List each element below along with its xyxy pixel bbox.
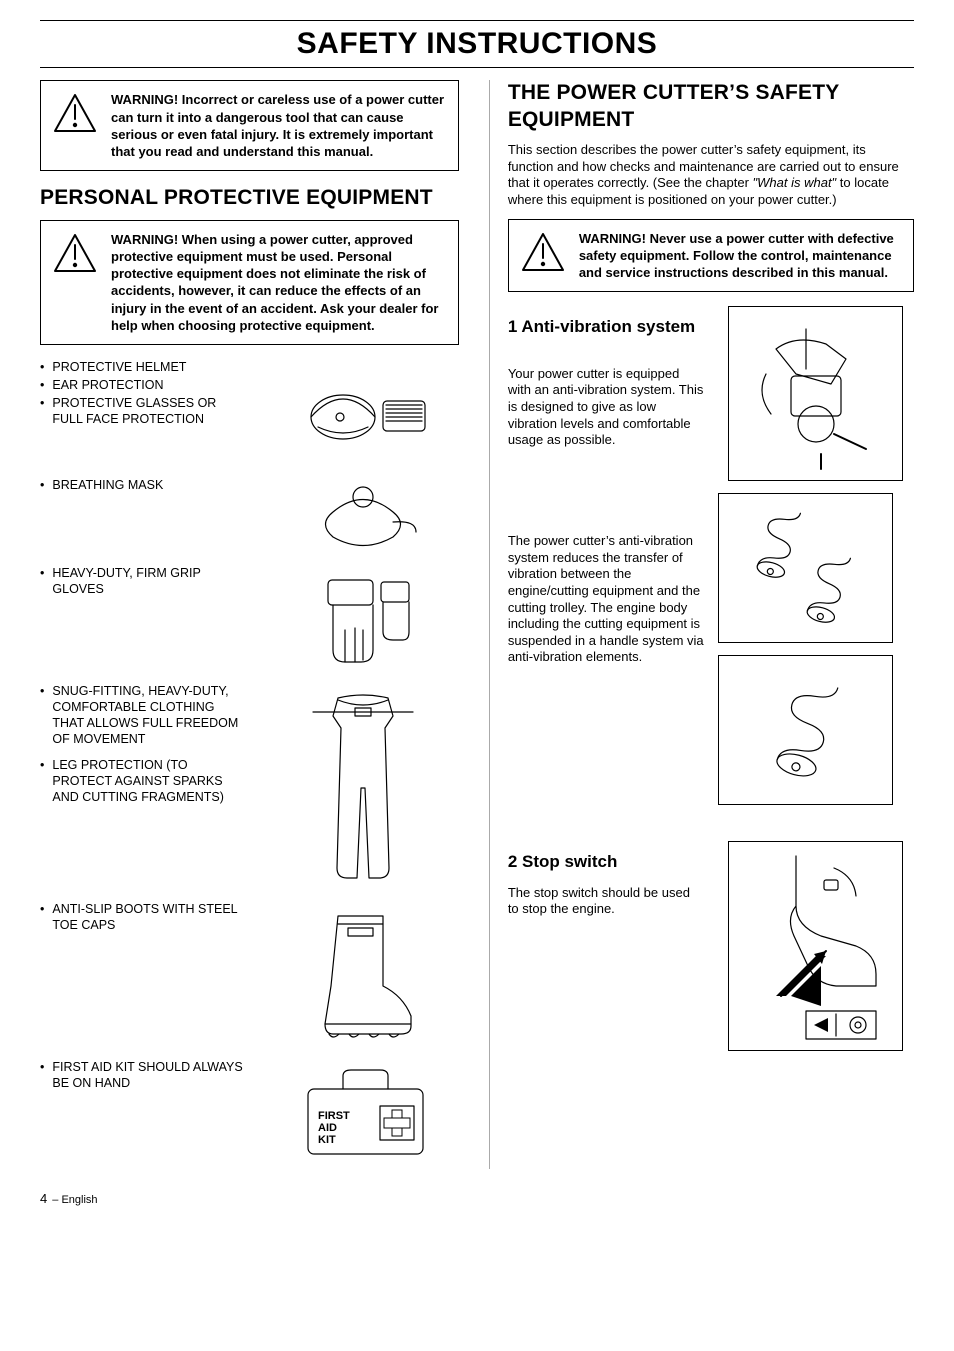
ppe-label: EAR PROTECTION [52, 377, 163, 393]
ppe-label: FIRST AID KIT SHOULD ALWAYS BE ON HAND [52, 1059, 248, 1091]
antivibration-p1: Your power cutter is equipped with an an… [508, 366, 704, 449]
ppe-item-head: •PROTECTIVE HELMET •EAR PROTECTION •PROT… [40, 359, 459, 469]
illustration-boots [283, 901, 443, 1051]
warning-icon [51, 231, 99, 280]
left-column: WARNING! Incorrect or careless use of a … [40, 80, 465, 1168]
safety-equipment-heading: THE POWER CUTTER’S SAFETY EQUIPMENT [508, 80, 914, 134]
ppe-item-firstaid: •FIRST AID KIT SHOULD ALWAYS BE ON HAND … [40, 1059, 459, 1169]
illustration-stopswitch [728, 841, 903, 1051]
antivibration-p2: The power cutter’s anti-vibration system… [508, 533, 704, 666]
ppe-label: HEAVY-DUTY, FIRM GRIP GLOVES [52, 565, 248, 597]
ppe-item-boots: •ANTI-SLIP BOOTS WITH STEEL TOE CAPS [40, 901, 459, 1051]
warning-box-general: WARNING! Incorrect or careless use of a … [40, 80, 459, 171]
stopswitch-p1: The stop switch should be used to stop t… [508, 885, 704, 918]
warning-prefix: WARNING! [579, 231, 650, 246]
right-column: THE POWER CUTTER’S SAFETY EQUIPMENT This… [489, 80, 914, 1168]
ppe-label: SNUG-FITTING, HEAVY-DUTY, COMFORTABLE CL… [52, 683, 248, 747]
ppe-label: PROTECTIVE GLASSES OR FULL FACE PROTECTI… [52, 395, 248, 427]
warning-box-ppe: WARNING! When using a power cutter, appr… [40, 220, 459, 345]
illustration-spring-pair [718, 493, 893, 643]
page-language: – English [52, 1194, 97, 1206]
illustration-mask [283, 477, 443, 557]
antivibration-heading: 1 Anti-vibration system [508, 316, 704, 338]
ppe-item-gloves: •HEAVY-DUTY, FIRM GRIP GLOVES [40, 565, 459, 675]
safety-equipment-intro: This section describes the power cutter’… [508, 142, 914, 209]
warning-box-safety-equipment: WARNING! Never use a power cutter with d… [508, 219, 914, 292]
ppe-label: BREATHING MASK [52, 477, 163, 493]
ppe-heading: PERSONAL PROTECTIVE EQUIPMENT [40, 185, 459, 212]
illustration-spring-single [718, 655, 893, 805]
page-number: 4 [40, 1191, 47, 1206]
ppe-list: •PROTECTIVE HELMET •EAR PROTECTION •PROT… [40, 359, 459, 1169]
ppe-label: ANTI-SLIP BOOTS WITH STEEL TOE CAPS [52, 901, 248, 933]
ppe-label: LEG PROTECTION (TO PROTECT AGAINST SPARK… [52, 757, 248, 805]
ppe-item-clothing: •SNUG-FITTING, HEAVY-DUTY, COMFORTABLE C… [40, 683, 459, 893]
firstaid-kit-label: FIRST [318, 1110, 350, 1122]
warning-prefix: WARNING! [111, 232, 182, 247]
illustration-gloves [283, 565, 443, 675]
ppe-label: PROTECTIVE HELMET [52, 359, 186, 375]
illustration-antivibration-1 [728, 306, 903, 481]
warning-icon [519, 230, 567, 279]
ppe-item-mask: •BREATHING MASK [40, 477, 459, 557]
warning-prefix: WARNING! [111, 92, 182, 107]
warning-text: When using a power cutter, approved prot… [111, 232, 439, 333]
page-footer: 4 – English [40, 1191, 914, 1208]
warning-icon [51, 91, 99, 140]
firstaid-kit-label: AID [318, 1122, 337, 1134]
illustration-trousers [283, 683, 443, 893]
illustration-helmet [283, 359, 443, 469]
illustration-firstaid: FIRST AID KIT [283, 1059, 443, 1169]
firstaid-kit-label: KIT [318, 1134, 336, 1146]
page-title: SAFETY INSTRUCTIONS [40, 25, 914, 68]
stopswitch-heading: 2 Stop switch [508, 851, 704, 873]
